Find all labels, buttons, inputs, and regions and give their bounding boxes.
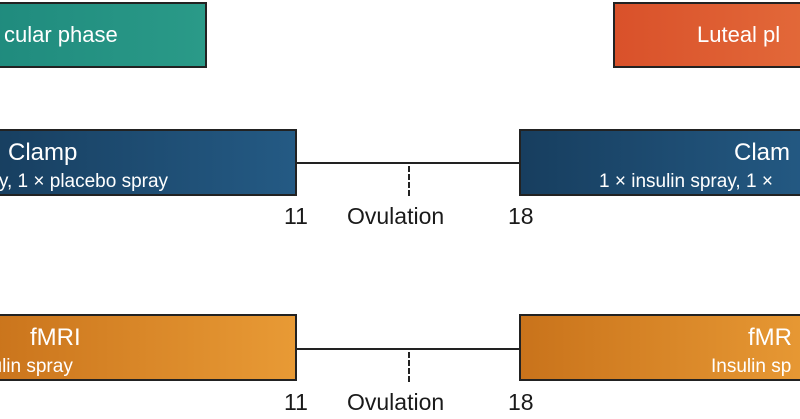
clamp-ovulation-label: Ovulation: [347, 203, 445, 229]
clamp-luteal-title: Clam: [734, 139, 791, 166]
clamp-follicular-subtitle: ray, 1 × placebo spray: [0, 171, 169, 192]
fmri-ovulation-label: Ovulation: [347, 389, 445, 415]
fmri-luteal-title: fMR: [748, 324, 792, 351]
fmri-luteal-box: fMR Insulin sp: [519, 314, 800, 381]
clamp-timeline-line: [297, 162, 519, 164]
fmri-day-start: 11: [284, 389, 308, 415]
fmri-follicular-box: fMRI sulin spray: [0, 314, 297, 381]
fmri-luteal-subtitle: Insulin sp: [711, 356, 792, 377]
fmri-timeline-line: [297, 348, 519, 350]
luteal-phase-label: Luteal pl: [697, 22, 781, 47]
fmri-follicular-subtitle: sulin spray: [0, 356, 73, 377]
clamp-follicular-box: Clamp ray, 1 × placebo spray: [0, 129, 297, 196]
fmri-follicular-title: fMRI: [30, 324, 81, 351]
fmri-day-end: 18: [508, 389, 534, 415]
follicular-phase-box: cular phase: [0, 2, 207, 68]
clamp-ovulation-marker: [408, 166, 410, 196]
clamp-luteal-box: Clam 1 × insulin spray, 1 ×: [519, 129, 800, 196]
fmri-ovulation-marker: [408, 352, 410, 382]
clamp-luteal-subtitle: 1 × insulin spray, 1 ×: [599, 171, 773, 192]
clamp-day-end: 18: [508, 203, 534, 229]
luteal-phase-box: Luteal pl: [613, 2, 800, 68]
clamp-follicular-title: Clamp: [8, 139, 78, 166]
follicular-phase-label: cular phase: [4, 22, 118, 47]
clamp-day-start: 11: [284, 203, 308, 229]
